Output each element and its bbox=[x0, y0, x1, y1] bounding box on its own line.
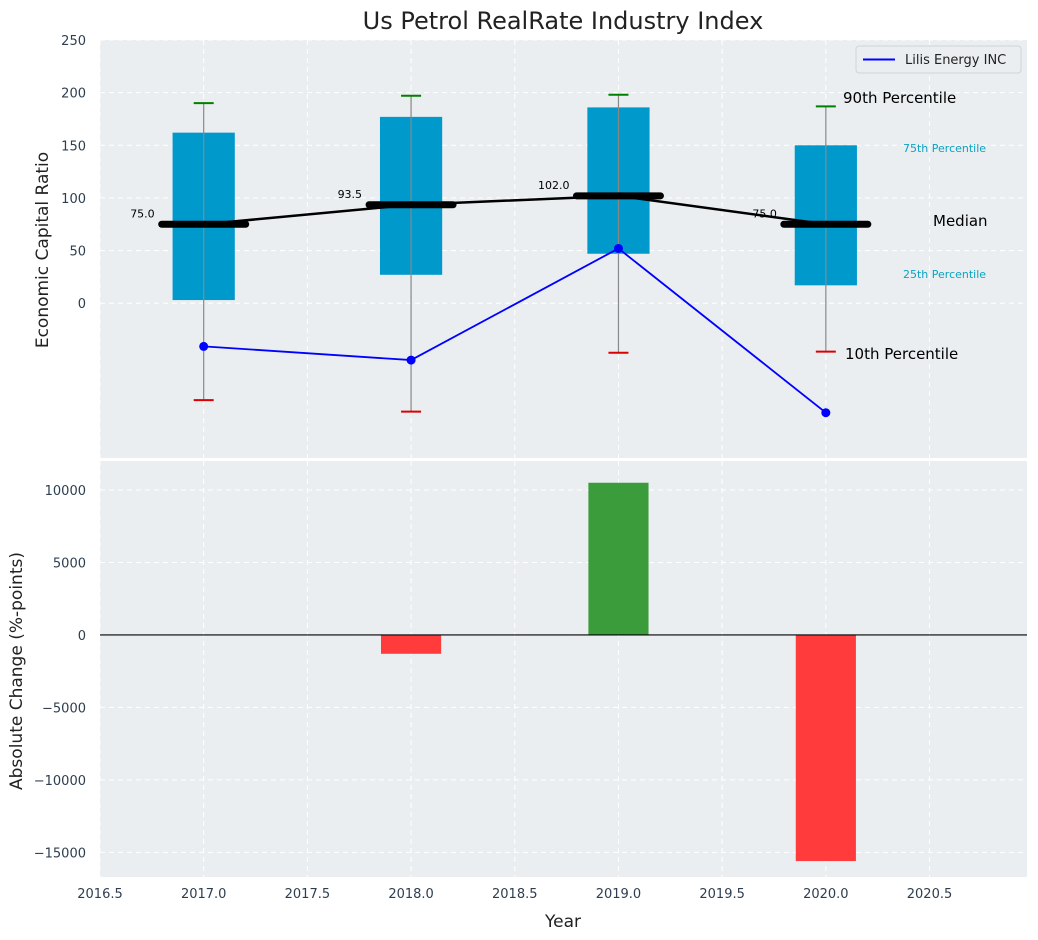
bottom-y-tick-label: −10000 bbox=[34, 774, 86, 789]
bottom-y-tick-label: −15000 bbox=[34, 846, 86, 861]
x-axis-label: Year bbox=[544, 912, 581, 932]
x-ticks: 2016.5 2017.0 2017.5 2018.0 2018.5 2019.0 2019… bbox=[77, 887, 952, 902]
median-trend-line bbox=[203, 194, 827, 226]
top-y-tick-label: 50 bbox=[69, 245, 86, 260]
bar-series bbox=[100, 482, 1027, 862]
median-value-label: 93.5 bbox=[338, 188, 363, 201]
change-bar bbox=[381, 634, 442, 654]
change-bar bbox=[795, 634, 856, 862]
bottom-y-tick-label: 10000 bbox=[45, 484, 86, 499]
top-y-ticks: 0 50 100 150 200 250 bbox=[61, 34, 86, 312]
x-tick-label: 2019.5 bbox=[699, 887, 745, 902]
bottom-panel: −15000 −10000 −5000 0 5000 10000 2016.5 2017.0… bbox=[34, 461, 1027, 902]
top-y-tick-label: 100 bbox=[61, 192, 86, 207]
x-tick-label: 2020.0 bbox=[803, 887, 849, 902]
percentile-annotations: 90th Percentile 75th Percentile Median 2… bbox=[843, 89, 988, 363]
legend: Lilis Energy INC bbox=[855, 45, 1022, 74]
x-tick-label: 2017.5 bbox=[285, 887, 331, 902]
bottom-y-ticks: −15000 −10000 −5000 0 5000 10000 bbox=[34, 484, 86, 861]
bottom-y-tick-label: 0 bbox=[78, 629, 86, 644]
annotation-75th-percentile: 75th Percentile bbox=[903, 142, 986, 155]
change-bar bbox=[588, 482, 649, 635]
x-tick-label: 2018.5 bbox=[492, 887, 538, 902]
top-y-tick-label: 150 bbox=[61, 139, 86, 154]
bottom-y-axis-label: Absolute Change (%-points) bbox=[7, 552, 27, 790]
legend-box bbox=[855, 45, 1022, 74]
series-point bbox=[613, 243, 623, 253]
chart-title: Us Petrol RealRate Industry Index bbox=[363, 7, 764, 35]
median-value-label: 102.0 bbox=[538, 179, 570, 192]
line-layer bbox=[199, 194, 831, 418]
series-point bbox=[406, 355, 416, 365]
top-y-tick-label: 200 bbox=[61, 87, 86, 102]
x-tick-label: 2016.5 bbox=[77, 887, 123, 902]
series-line-lilis-energy bbox=[203, 247, 827, 414]
annotation-25th-percentile: 25th Percentile bbox=[903, 268, 986, 281]
top-plot-area bbox=[100, 40, 1027, 458]
top-y-tick-label: 250 bbox=[61, 34, 86, 49]
x-tick-label: 2020.5 bbox=[907, 887, 953, 902]
annotation-median: Median bbox=[933, 212, 988, 230]
bottom-y-tick-label: 5000 bbox=[53, 556, 86, 571]
x-tick-label: 2017.0 bbox=[181, 887, 227, 902]
median-value-label: 75.0 bbox=[130, 207, 155, 220]
bottom-plot-area bbox=[100, 461, 1027, 877]
bottom-y-tick-label: −5000 bbox=[42, 701, 86, 716]
top-y-tick-label: 0 bbox=[78, 297, 86, 312]
annotation-90th-percentile: 90th Percentile bbox=[843, 89, 956, 107]
x-tick-label: 2019.0 bbox=[596, 887, 642, 902]
series-point bbox=[821, 408, 831, 418]
legend-label: Lilis Energy INC bbox=[905, 53, 1006, 68]
annotation-10th-percentile: 10th Percentile bbox=[845, 345, 958, 363]
series-point bbox=[199, 341, 209, 351]
top-y-axis-label: Economic Capital Ratio bbox=[33, 152, 53, 348]
x-tick-label: 2018.0 bbox=[388, 887, 434, 902]
